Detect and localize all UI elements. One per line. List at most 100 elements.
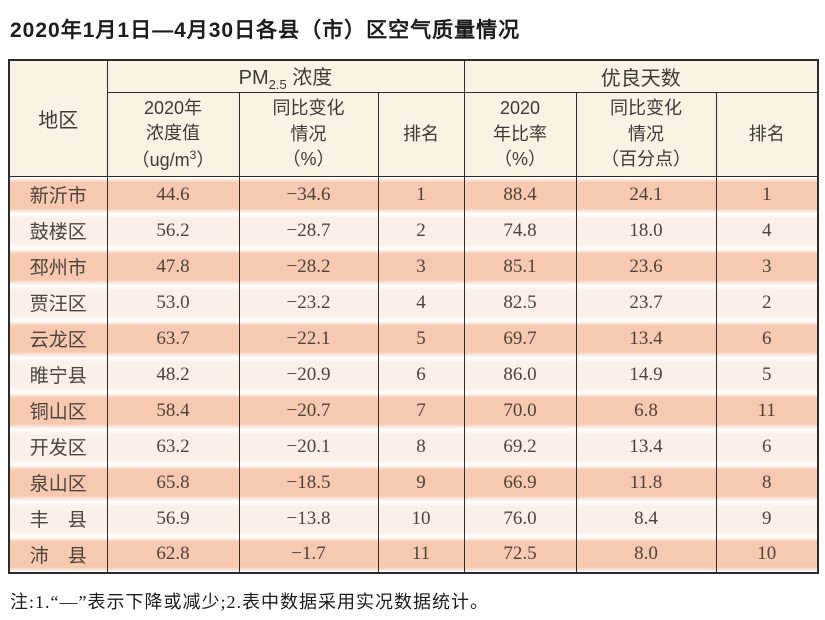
pm-rank-cell: 4: [377, 284, 465, 321]
good-rank-cell: 9: [715, 500, 819, 537]
good-rank-cell: 3: [715, 248, 819, 285]
pm-change-cell: −13.8: [238, 500, 379, 537]
sub-header-row: 2020年 浓度值 （ug/m3） 同比变化 情况 （%） 排名 2020 年比…: [9, 92, 819, 177]
table-row: 云龙区 63.7 −22.1 5 69.7 13.4 6: [8, 320, 819, 357]
air-quality-table: 地区 PM2.5 浓度 优良天数 2020年 浓度值 （ug/m3） 同比变化 …: [8, 59, 820, 574]
good-change-cell: 13.4: [575, 320, 717, 357]
pm-rank-cell: 2: [377, 212, 465, 249]
table-row: 沛 县 62.8 −1.7 11 72.5 8.0 10: [8, 536, 819, 573]
good-ratio-cell: 70.0: [463, 392, 577, 429]
good-rank-cell: 6: [715, 428, 819, 465]
table-row: 睢宁县 48.2 −20.9 6 86.0 14.9 5: [8, 356, 819, 393]
region-cell: 沛 县: [8, 536, 108, 573]
table-row: 铜山区 58.4 −20.7 7 70.0 6.8 11: [8, 392, 819, 429]
pm-value-cell: 63.7: [106, 320, 240, 357]
good-ratio-cell: 82.5: [463, 284, 577, 321]
region-cell: 邳州市: [8, 248, 108, 285]
good-rank-cell: 2: [715, 284, 819, 321]
good-rank-cell: 1: [715, 176, 819, 213]
good-change-cell: 18.0: [575, 212, 717, 249]
good-ratio-cell: 86.0: [463, 356, 577, 393]
good-rank-cell: 8: [715, 464, 819, 501]
good-change-cell: 11.8: [575, 464, 717, 501]
pm-value-cell: 65.8: [106, 464, 240, 501]
pm-value-unit-sup: 3: [189, 147, 197, 162]
pm-rank-cell: 7: [377, 392, 465, 429]
pm-value-cell: 56.9: [106, 500, 240, 537]
good-rank-cell: 10: [715, 536, 819, 573]
pm-rank-cell: 5: [377, 320, 465, 357]
header-good-days-group: 优良天数: [463, 60, 819, 93]
region-cell: 开发区: [8, 428, 108, 465]
region-cell: 铜山区: [8, 392, 108, 429]
pm-value-cell: 44.6: [106, 176, 240, 213]
pm-change-cell: −1.7: [238, 536, 379, 573]
good-ratio-cell: 66.9: [463, 464, 577, 501]
good-ratio-cell: 88.4: [463, 176, 577, 213]
header-pm25-group: PM2.5 浓度: [106, 60, 465, 93]
good-change-cell: 6.8: [575, 392, 717, 429]
table-row: 泉山区 65.8 −18.5 9 66.9 11.8 8: [8, 464, 819, 501]
good-rank-cell: 4: [715, 212, 819, 249]
region-cell: 新沂市: [8, 176, 108, 213]
good-ratio-cell: 76.0: [463, 500, 577, 537]
pm-change-cell: −18.5: [238, 464, 379, 501]
good-ratio-line2: 年比率: [493, 123, 547, 144]
header-pm-value: 2020年 浓度值 （ug/m3）: [106, 92, 240, 177]
header-pm-change: 同比变化 情况 （%）: [238, 92, 379, 177]
pm25-label-sub: 2.5: [268, 77, 287, 92]
table-row: 开发区 63.2 −20.1 8 69.2 13.4 6: [8, 428, 819, 465]
pm-rank-cell: 10: [377, 500, 465, 537]
pm-value-cell: 56.2: [106, 212, 240, 249]
good-rank-cell: 11: [715, 392, 819, 429]
pm-rank-cell: 6: [377, 356, 465, 393]
table-row: 鼓楼区 56.2 −28.7 2 74.8 18.0 4: [8, 212, 819, 249]
pm-value-cell: 53.0: [106, 284, 240, 321]
region-cell: 鼓楼区: [8, 212, 108, 249]
pm-rank-cell: 8: [377, 428, 465, 465]
pm-rank-cell: 1: [377, 176, 465, 213]
good-ratio-line3: （%）: [493, 149, 546, 170]
header-region: 地区: [8, 60, 108, 177]
good-change-cell: 8.4: [575, 500, 717, 537]
good-rank-cell: 5: [715, 356, 819, 393]
region-cell: 睢宁县: [8, 356, 108, 393]
pm25-label-rest: 浓度: [286, 67, 333, 89]
header-good-rank: 排名: [715, 92, 819, 177]
pm-value-unit-close: ）: [196, 149, 215, 170]
table-row: 丰 县 56.9 −13.8 10 76.0 8.4 9: [8, 500, 819, 537]
good-change-line2: 情况: [628, 123, 664, 144]
pm-value-cell: 63.2: [106, 428, 240, 465]
pm25-label-main: PM: [238, 67, 269, 89]
pm-value-unit: （ug/m: [131, 149, 190, 170]
pm-rank-cell: 9: [377, 464, 465, 501]
table-row: 邳州市 47.8 −28.2 3 85.1 23.6 3: [8, 248, 819, 285]
table-row: 新沂市 44.6 −34.6 1 88.4 24.1 1: [8, 176, 819, 213]
pm-value-line1: 2020年: [143, 97, 203, 118]
good-ratio-cell: 72.5: [463, 536, 577, 573]
pm-value-cell: 48.2: [106, 356, 240, 393]
region-cell: 泉山区: [8, 464, 108, 501]
pm-value-line2: 浓度值: [146, 123, 200, 144]
good-ratio-cell: 85.1: [463, 248, 577, 285]
good-change-cell: 13.4: [575, 428, 717, 465]
pm-change-cell: −34.6: [238, 176, 379, 213]
good-rank-cell: 6: [715, 320, 819, 357]
pm-change-cell: −28.2: [238, 248, 379, 285]
good-change-line1: 同比变化: [610, 98, 682, 119]
header-good-change: 同比变化 情况 （百分点）: [575, 92, 717, 177]
region-cell: 云龙区: [8, 320, 108, 357]
good-change-cell: 23.7: [575, 284, 717, 321]
group-header-row: 地区 PM2.5 浓度 优良天数: [8, 60, 819, 177]
pm-value-cell: 62.8: [106, 536, 240, 573]
good-change-line3: （百分点）: [601, 149, 691, 170]
pm-change-cell: −20.7: [238, 392, 379, 429]
pm-rank-cell: 3: [377, 248, 465, 285]
pm-rank-cell: 11: [377, 536, 465, 573]
pm-change-line1: 同比变化: [272, 98, 345, 119]
pm-change-cell: −20.1: [238, 428, 379, 465]
good-change-cell: 8.0: [575, 536, 717, 573]
good-ratio-cell: 69.7: [463, 320, 577, 357]
table-header: 地区 PM2.5 浓度 优良天数 2020年 浓度值 （ug/m3） 同比变化 …: [8, 60, 819, 177]
